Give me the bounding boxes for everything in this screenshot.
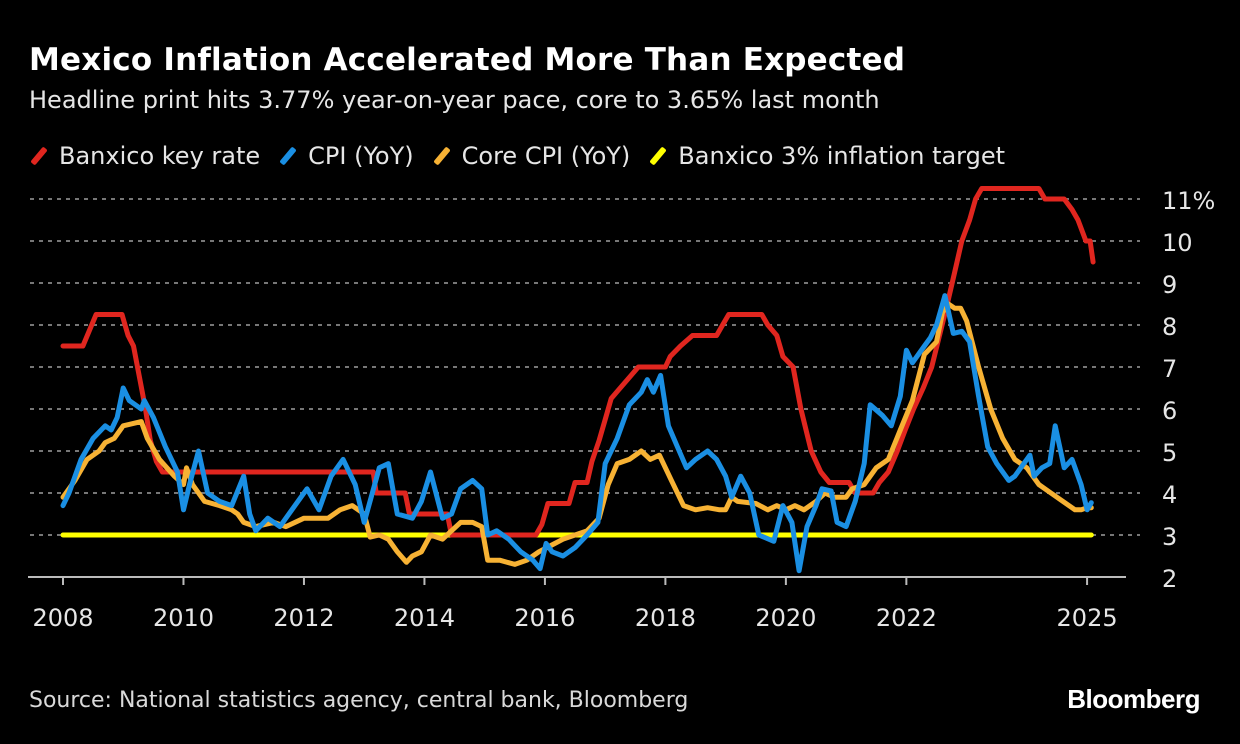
source-note: Source: National statistics agency, cent… [29,688,689,713]
y-tick-label: 9 [1162,271,1177,299]
legend-label: Banxico key rate [59,142,261,170]
x-tick-label: 2008 [32,604,93,632]
x-tick-label: 2022 [876,604,937,632]
y-tick-label: 2 [1162,565,1177,593]
x-tick-label: 2010 [153,604,214,632]
x-tick-label: 2025 [1057,604,1118,632]
legend-label: Banxico 3% inflation target [678,142,1006,170]
legend-item-core-cpi: Core CPI (YoY) [432,142,631,170]
legend: Banxico key rate CPI (YoY) Core CPI (YoY… [29,142,1005,170]
x-tick-label: 2012 [273,604,334,632]
y-tick-label: 11% [1162,187,1215,215]
y-tick-label: 3 [1162,523,1177,551]
legend-label: CPI (YoY) [308,142,414,170]
x-tick-label: 2020 [755,604,816,632]
y-tick-label: 7 [1162,355,1177,383]
series-line-cpi-yoy- [60,293,1094,574]
x-tick-label: 2016 [514,604,575,632]
y-tick-label: 6 [1162,397,1177,425]
legend-label: Core CPI (YoY) [461,142,631,170]
y-tick-label: 5 [1162,439,1177,467]
legend-item-cpi: CPI (YoY) [278,142,414,170]
chart-subtitle: Headline print hits 3.77% year-on-year p… [29,86,880,114]
legend-item-target: Banxico 3% inflation target [648,142,1005,170]
chart-title: Mexico Inflation Accelerated More Than E… [29,42,906,78]
x-tick-label: 2018 [635,604,696,632]
series-line-banxico-key-rate [60,186,1096,538]
y-tick-label: 10 [1162,229,1193,257]
series-line-core-cpi-yoy- [60,301,1094,567]
y-tick-label: 8 [1162,313,1177,341]
y-tick-label: 4 [1162,481,1177,509]
x-tick-label: 2014 [394,604,455,632]
legend-item-key-rate: Banxico key rate [29,142,260,170]
bloomberg-logo: Bloomberg [1067,684,1200,714]
